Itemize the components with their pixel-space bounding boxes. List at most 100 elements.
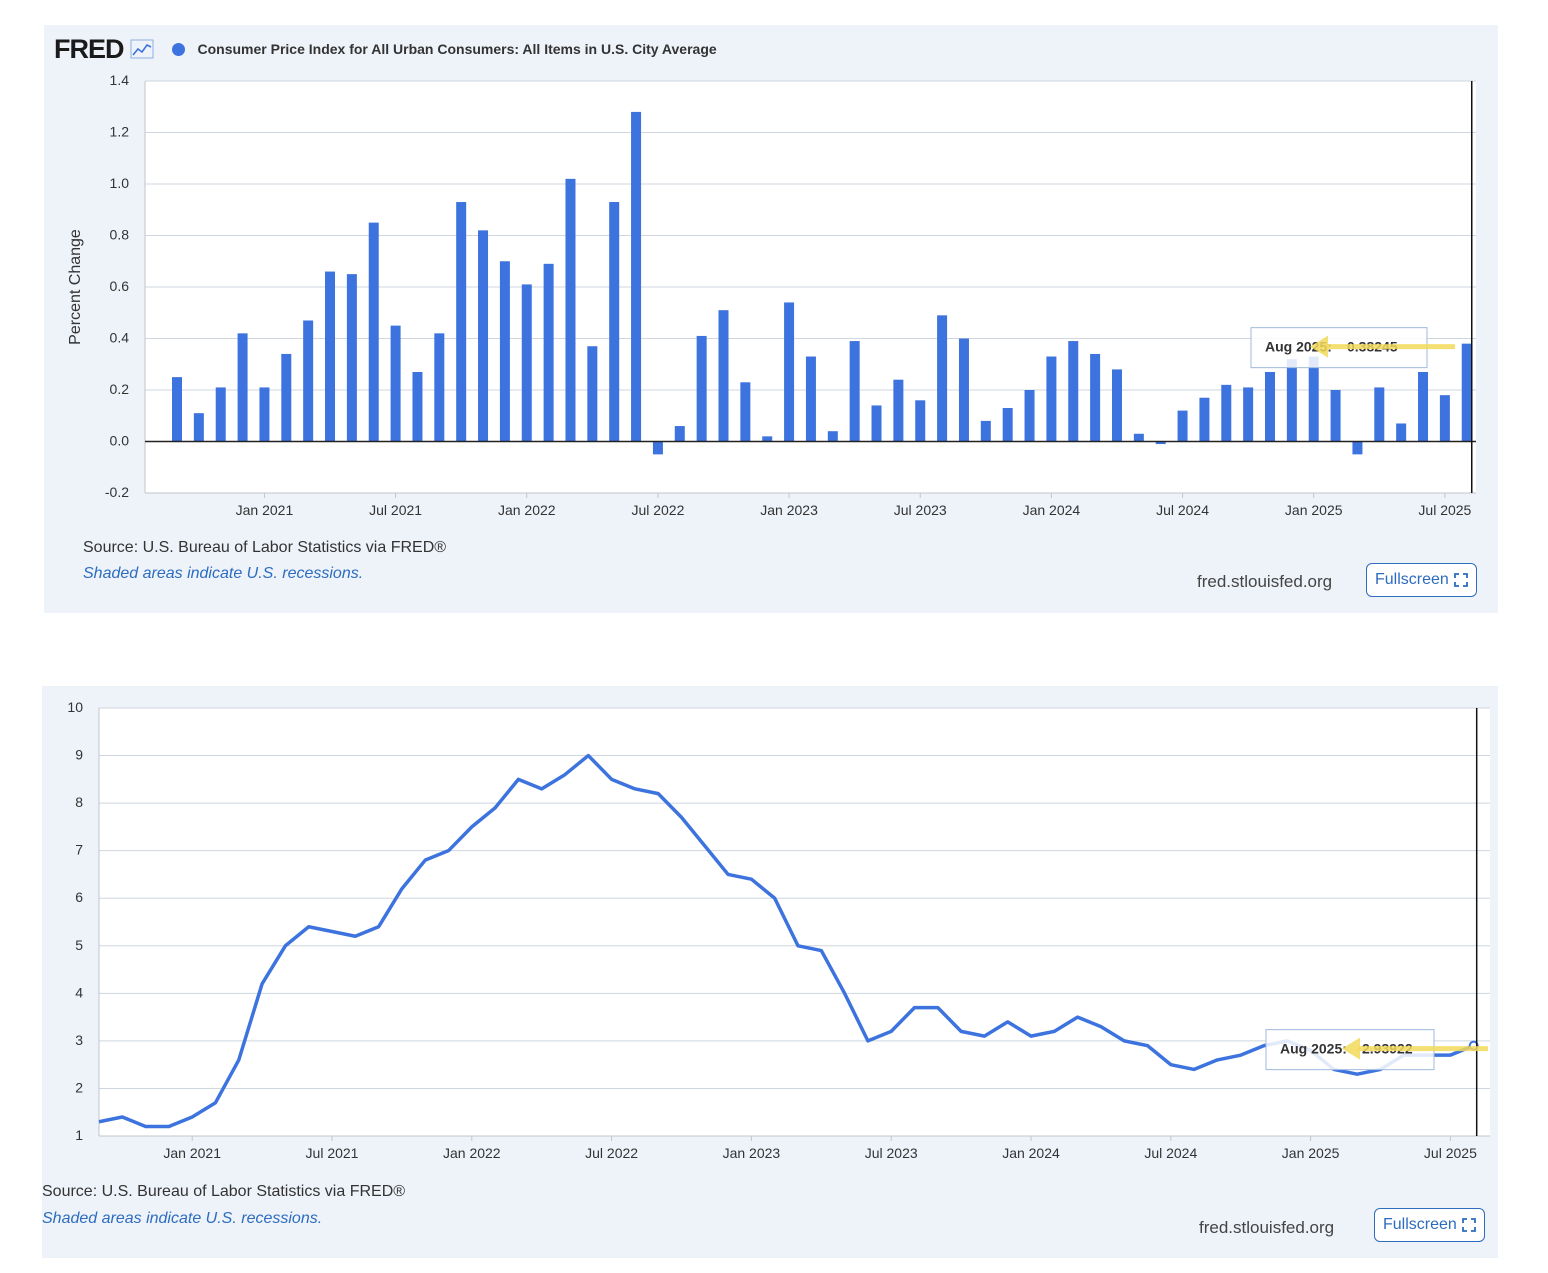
- fullscreen-button[interactable]: Fullscreen: [1374, 1208, 1485, 1242]
- bar[interactable]: [696, 335, 707, 442]
- site-link[interactable]: fred.stlouisfed.org: [1199, 1218, 1335, 1237]
- x-tick-label: Jul 2022: [631, 502, 684, 518]
- bar[interactable]: [762, 436, 773, 442]
- bar[interactable]: [346, 274, 357, 442]
- bar[interactable]: [499, 261, 510, 442]
- bar[interactable]: [281, 353, 292, 442]
- bar[interactable]: [1024, 390, 1035, 442]
- bar[interactable]: [740, 382, 751, 442]
- arrow-head: [1310, 335, 1328, 358]
- y-tick-label: 1.4: [110, 72, 130, 88]
- plot-area: [99, 708, 1490, 1136]
- bar[interactable]: [849, 341, 860, 442]
- bar[interactable]: [1374, 387, 1385, 442]
- bar[interactable]: [193, 413, 204, 442]
- bar[interactable]: [1439, 395, 1450, 442]
- legend-marker: [171, 42, 185, 56]
- bar[interactable]: [1068, 341, 1079, 442]
- y-tick-label: 1.0: [110, 175, 130, 191]
- bar[interactable]: [1199, 397, 1210, 442]
- bar[interactable]: [1352, 441, 1363, 455]
- fred-logo[interactable]: FRED: [54, 33, 124, 64]
- bar[interactable]: [215, 387, 226, 442]
- line-graph-icon: [130, 39, 153, 59]
- bar[interactable]: [1461, 343, 1472, 442]
- bar[interactable]: [587, 346, 598, 442]
- bar[interactable]: [1330, 390, 1341, 442]
- bar[interactable]: [915, 400, 926, 442]
- line-chart-panel: 10 9 8 7 6 5 4 3 2 1 Jan 2021 Jul 2021 Jan 2022 Jul 2…: [42, 686, 1498, 1258]
- bar[interactable]: [718, 310, 729, 442]
- y-tick-label: 3: [75, 1032, 83, 1048]
- bar[interactable]: [237, 333, 248, 442]
- bar[interactable]: [827, 431, 838, 442]
- x-tick-label: Jan 2021: [236, 502, 294, 518]
- bar[interactable]: [1286, 359, 1297, 442]
- bar[interactable]: [1002, 408, 1013, 442]
- bar[interactable]: [434, 333, 445, 442]
- bar[interactable]: [674, 426, 685, 442]
- bar[interactable]: [937, 315, 948, 442]
- chart-header: FRED Consumer Price Index for All Urban …: [54, 33, 717, 64]
- bar[interactable]: [1396, 423, 1407, 442]
- bar[interactable]: [543, 263, 554, 442]
- bar[interactable]: [368, 222, 379, 442]
- legend-series-title: Consumer Price Index for All Urban Consu…: [197, 41, 717, 57]
- bar[interactable]: [805, 356, 816, 442]
- bar[interactable]: [609, 202, 620, 442]
- x-tick-label: Jan 2022: [498, 502, 556, 518]
- bar[interactable]: [172, 377, 182, 442]
- bar[interactable]: [631, 111, 642, 442]
- y-tick-label: 2: [75, 1079, 83, 1095]
- source-text: Source: U.S. Bureau of Labor Statistics …: [42, 1183, 406, 1200]
- expand-icon: [1453, 573, 1468, 587]
- bar[interactable]: [521, 284, 532, 442]
- bar[interactable]: [478, 230, 489, 442]
- bar[interactable]: [1418, 371, 1429, 442]
- bar[interactable]: [412, 371, 423, 442]
- bar[interactable]: [565, 178, 576, 442]
- x-tick-label: Jul 2023: [894, 502, 947, 518]
- recession-note: Shaded areas indicate U.S. recessions.: [42, 1210, 323, 1227]
- x-tick-label: Jul 2024: [1156, 502, 1209, 518]
- bar[interactable]: [390, 325, 401, 442]
- bar[interactable]: [1133, 433, 1144, 442]
- x-tick-label: Jul 2024: [1144, 1145, 1197, 1161]
- bar[interactable]: [1221, 384, 1232, 442]
- bar[interactable]: [893, 379, 904, 442]
- tooltip: Aug 2025:2.93922: [1265, 1029, 1488, 1071]
- bar-chart-panel: FRED Consumer Price Index for All Urban …: [44, 25, 1498, 613]
- bar[interactable]: [303, 320, 314, 442]
- x-tick-label: Jul 2021: [306, 1145, 359, 1161]
- y-tick-label: 10: [67, 699, 83, 715]
- bar[interactable]: [1243, 387, 1254, 442]
- x-tick-label: Jan 2025: [1282, 1145, 1340, 1161]
- bar[interactable]: [871, 405, 882, 442]
- x-tick-label: Jan 2023: [760, 502, 818, 518]
- bar[interactable]: [652, 441, 663, 455]
- bar[interactable]: [1265, 371, 1275, 442]
- source-text: Source: U.S. Bureau of Labor Statistics …: [83, 539, 447, 556]
- fullscreen-label: Fullscreen: [1375, 571, 1449, 588]
- bar[interactable]: [958, 338, 969, 442]
- y-tick-label: 4: [75, 984, 83, 1000]
- bar[interactable]: [1046, 356, 1057, 442]
- site-link[interactable]: fred.stlouisfed.org: [1197, 572, 1333, 591]
- bar[interactable]: [1177, 410, 1188, 442]
- bar[interactable]: [259, 387, 270, 442]
- bar[interactable]: [456, 202, 467, 442]
- bar[interactable]: [1090, 353, 1101, 442]
- series-line[interactable]: [98, 753, 1475, 1129]
- x-tick-label: Jan 2025: [1285, 502, 1343, 518]
- y-axis-label: Percent Change: [67, 229, 84, 345]
- bar[interactable]: [1155, 441, 1166, 445]
- bar[interactable]: [980, 420, 991, 442]
- bar[interactable]: [325, 271, 336, 442]
- y-tick-label: 0.6: [110, 278, 130, 294]
- bar[interactable]: [784, 302, 795, 442]
- bar[interactable]: [1308, 356, 1319, 442]
- fullscreen-button[interactable]: Fullscreen: [1366, 563, 1477, 597]
- recession-note: Shaded areas indicate U.S. recessions.: [83, 565, 364, 582]
- y-tick-label: 8: [75, 794, 83, 810]
- bar[interactable]: [1111, 369, 1122, 442]
